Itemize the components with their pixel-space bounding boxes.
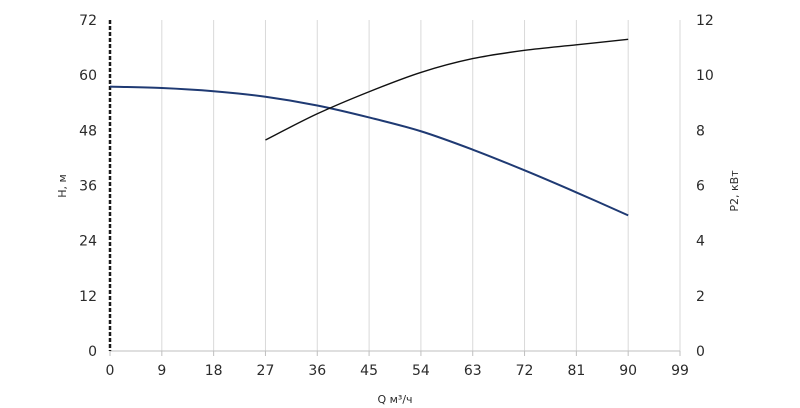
x-axis-title: Q м³/ч — [377, 393, 412, 406]
grid-lines — [161, 20, 681, 351]
x-tick-label-0: 0 — [106, 363, 115, 379]
series-layer — [109, 38, 629, 217]
tick-labels: 0 9 18 27 36 45 54 63 72 81 90 99012243648607202468… — [79, 13, 714, 379]
y-right-tick-label-0: 0 — [696, 344, 705, 360]
y-left-axis-title: H, м — [56, 174, 69, 198]
head-curve-line — [109, 85, 629, 217]
y-left-tick-label-48: 48 — [79, 123, 97, 139]
x-tick-label-36: 36 — [308, 363, 326, 379]
x-tick-label-45: 45 — [360, 363, 378, 379]
y-left-tick-label-12: 12 — [79, 289, 97, 305]
x-tick-label-27: 27 — [257, 363, 275, 379]
x-tick-label-81: 81 — [567, 363, 585, 379]
y-left-tick-label-72: 72 — [79, 13, 97, 29]
y-right-tick-label-12: 12 — [696, 13, 714, 29]
x-tick-label-90: 90 — [619, 363, 637, 379]
x-tick-label-72: 72 — [516, 363, 534, 379]
y-left-tick-label-24: 24 — [79, 234, 97, 250]
x-tick-label-99: 99 — [671, 363, 689, 379]
y-left-tick-label-0: 0 — [88, 344, 97, 360]
y-right-tick-label-10: 10 — [696, 68, 714, 84]
power-curve-line — [265, 38, 629, 141]
x-tick-label-18: 18 — [205, 363, 223, 379]
y-right-tick-label-4: 4 — [696, 234, 705, 250]
x-tick-label-63: 63 — [464, 363, 482, 379]
x-tick-label-54: 54 — [412, 363, 430, 379]
x-tick-label-9: 9 — [157, 363, 166, 379]
y-left-tick-label-36: 36 — [79, 179, 97, 195]
y-left-tick-label-60: 60 — [79, 68, 97, 84]
y-right-tick-label-2: 2 — [696, 289, 705, 305]
axes — [108, 20, 681, 356]
y-right-tick-label-6: 6 — [696, 179, 705, 195]
y-right-tick-label-8: 8 — [696, 123, 705, 139]
y-right-axis-title: P2, кВт — [728, 170, 741, 212]
